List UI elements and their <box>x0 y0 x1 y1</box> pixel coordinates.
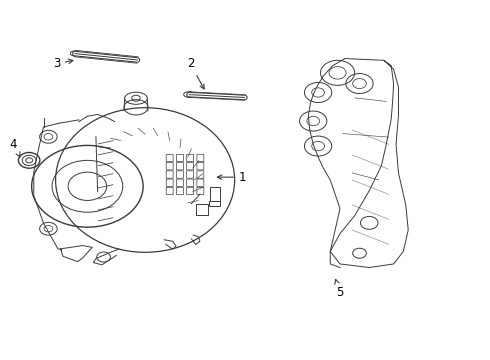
Text: 3: 3 <box>53 57 73 71</box>
Text: 2: 2 <box>187 57 204 89</box>
Text: 5: 5 <box>335 279 343 299</box>
Bar <box>210 187 221 201</box>
Text: 1: 1 <box>218 171 246 184</box>
Bar <box>209 201 220 206</box>
Bar <box>196 204 208 215</box>
Text: 4: 4 <box>10 138 20 157</box>
